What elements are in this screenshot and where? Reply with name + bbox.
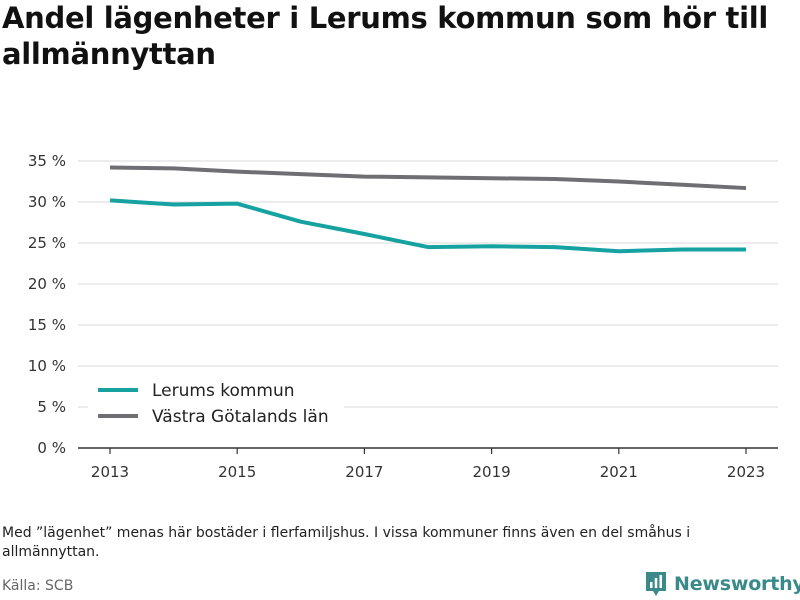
newsworthy-logo-icon: [646, 572, 666, 596]
brand-name: Newsworthy: [674, 573, 800, 595]
source-label: Källa: SCB: [2, 578, 74, 594]
x-axis: 2013 2015 2017 2019 2021 2023: [78, 447, 778, 481]
y-axis-ticks: 0 % 5 % 10 % 15 % 20 % 25 % 30 % 35 %: [28, 152, 66, 457]
x-tick-label: 2021: [600, 463, 638, 481]
footnote: Med ”lägenhet” menas här bostäder i fler…: [2, 525, 691, 560]
series-line-v-stra-g-talands-l-n: [109, 165, 747, 191]
newsworthy-brand[interactable]: Newsworthy: [644, 569, 800, 599]
x-tick-label: 2013: [91, 463, 129, 481]
y-tick-label: 30 %: [28, 193, 66, 211]
x-tick-label: 2019: [473, 463, 511, 481]
series-line-lerums-kommun: [109, 198, 746, 254]
x-tick-label: 2015: [218, 463, 256, 481]
chart-title: Andel lägenheter i Lerums kommun som hör…: [2, 1, 768, 71]
y-tick-label: 20 %: [28, 275, 66, 293]
legend-label: Lerums kommun: [152, 381, 295, 401]
series-lines: [109, 165, 747, 254]
gridlines: [78, 160, 778, 408]
y-tick-label: 5 %: [37, 398, 66, 416]
y-tick-label: 15 %: [28, 316, 66, 334]
y-tick-label: 35 %: [28, 152, 66, 170]
legend: Lerums kommun Västra Götalands län: [88, 376, 344, 434]
y-tick-label: 0 %: [37, 439, 66, 457]
x-tick-label: 2023: [727, 463, 765, 481]
y-tick-label: 25 %: [28, 234, 66, 252]
x-tick-label: 2017: [345, 463, 383, 481]
legend-background: [88, 376, 344, 434]
legend-label: Västra Götalands län: [152, 407, 329, 427]
y-tick-label: 10 %: [28, 357, 66, 375]
